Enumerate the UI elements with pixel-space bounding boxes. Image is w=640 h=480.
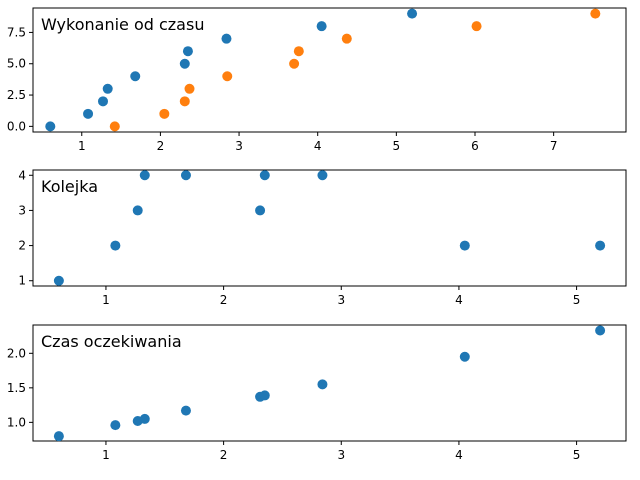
x-tick-label: 3 [337, 448, 345, 462]
panel-title: Kolejka [41, 177, 98, 196]
y-tick-label: 0.0 [7, 119, 26, 133]
x-tick-label: 5 [573, 293, 581, 307]
panel-title: Czas oczekiwania [41, 332, 182, 351]
chart-panel-2: 1 2 3 4 5 1 2 3 4 Kolejka [18, 168, 627, 307]
x-tick-label: 4 [455, 293, 463, 307]
data-point-series-1 [255, 205, 266, 216]
y-tick-label: 5.0 [7, 57, 26, 71]
data-point-series-1 [259, 390, 270, 401]
x-tick-label: 4 [314, 139, 322, 153]
data-point-series-1 [53, 275, 64, 286]
x-tick-label: 4 [455, 448, 463, 462]
data-point-series-1 [407, 8, 418, 19]
data-point-series-1 [83, 108, 94, 119]
data-point-series-1 [317, 170, 328, 181]
data-point-series-2 [590, 8, 601, 19]
data-point-series-2 [471, 21, 482, 32]
x-tick-label: 3 [235, 139, 243, 153]
y-tick-label: 7.5 [7, 25, 26, 39]
data-point-series-1 [317, 379, 328, 390]
data-point-series-2 [159, 108, 170, 119]
data-point-series-2 [184, 83, 195, 94]
data-point-series-1 [179, 58, 190, 69]
x-tick-label: 1 [78, 139, 86, 153]
x-tick-label: 1 [102, 448, 110, 462]
data-point-series-1 [139, 170, 150, 181]
data-point-series-1 [110, 420, 121, 431]
y-tick-label: 2 [18, 239, 26, 253]
data-point-series-2 [179, 96, 190, 107]
x-tick-label: 6 [471, 139, 479, 153]
y-tick-label: 3 [18, 203, 26, 217]
data-point-series-1 [316, 21, 327, 32]
data-point-series-1 [110, 240, 121, 251]
y-tick-label: 2.5 [7, 88, 26, 102]
data-point-series-1 [180, 170, 191, 181]
data-point-series-1 [221, 33, 232, 44]
y-tick-label: 2.0 [7, 346, 26, 360]
x-tick-label: 3 [337, 293, 345, 307]
y-tick-label: 1.0 [7, 415, 26, 429]
panel-title: Wykonanie od czasu [41, 15, 204, 34]
data-point-series-1 [180, 405, 191, 416]
data-point-series-1 [595, 325, 606, 336]
chart-panel-3: 1 2 3 4 5 1.0 1.5 2.0 Czas oczekiwania [7, 324, 627, 462]
data-point-series-1 [53, 431, 64, 442]
data-point-series-1 [459, 240, 470, 251]
data-point-series-1 [102, 83, 113, 94]
data-point-series-2 [341, 33, 352, 44]
y-tick-label: 4 [18, 168, 26, 182]
data-point-series-2 [222, 71, 233, 82]
x-tick-label: 5 [573, 448, 581, 462]
data-point-series-2 [109, 121, 120, 132]
axes-frame [32, 169, 627, 287]
x-tick-label: 2 [220, 293, 228, 307]
axes-frame [32, 324, 627, 442]
data-point-series-1 [130, 71, 141, 82]
x-tick-label: 1 [102, 293, 110, 307]
y-tick-label: 1.5 [7, 381, 26, 395]
data-point-series-1 [182, 46, 193, 57]
x-tick-label: 2 [220, 448, 228, 462]
y-tick-label: 1 [18, 274, 26, 288]
axes-frame [32, 7, 627, 133]
x-tick-label: 7 [550, 139, 558, 153]
data-point-series-1 [97, 96, 108, 107]
data-point-series-2 [293, 46, 304, 57]
data-point-series-1 [459, 351, 470, 362]
data-point-series-1 [132, 205, 143, 216]
data-point-series-1 [139, 413, 150, 424]
data-point-series-1 [259, 170, 270, 181]
data-point-series-1 [45, 121, 56, 132]
x-tick-label: 5 [393, 139, 401, 153]
data-point-series-2 [289, 58, 300, 69]
chart-panel-1: 1 2 3 4 5 6 7 0.0 2.5 5.0 7.5 Wykonanie od czasu [7, 7, 627, 153]
x-tick-label: 2 [157, 139, 165, 153]
data-point-series-1 [595, 240, 606, 251]
